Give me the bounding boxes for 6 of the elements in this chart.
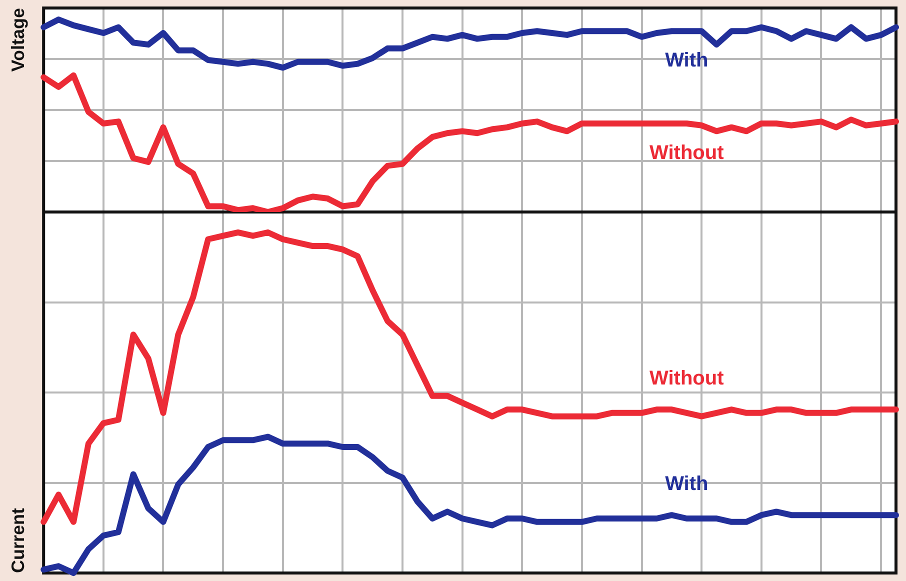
series-label: Without [650,142,724,164]
series-label: Without [650,367,724,390]
y-axis-title: Voltage [8,8,28,72]
series-label: With [665,473,708,496]
y-axis-title: Current [8,508,28,573]
series-label: With [665,50,708,72]
